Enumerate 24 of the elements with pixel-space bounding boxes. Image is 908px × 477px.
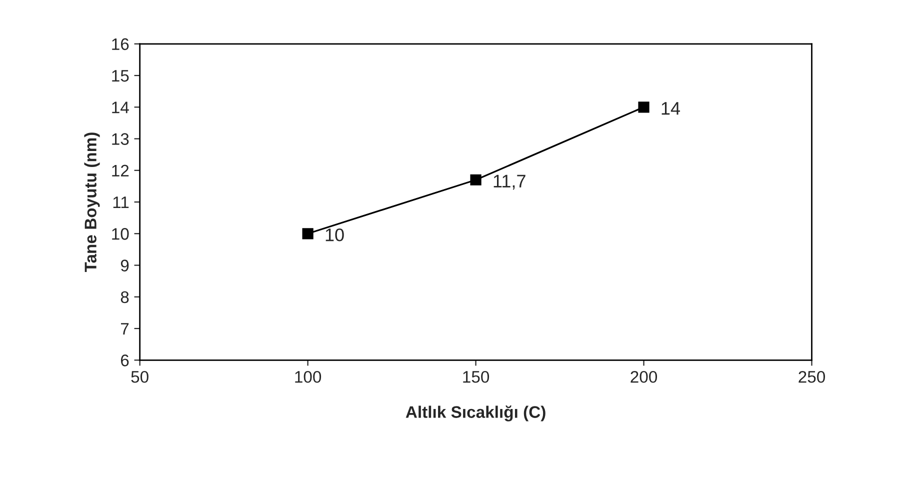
data-label: 11,7 — [494, 174, 526, 190]
point — [470, 174, 482, 186]
x-tick-label: 150 — [463, 370, 490, 383]
x-tick-label: 200 — [630, 370, 658, 383]
y-tick-label: 15 — [112, 70, 129, 82]
x-tick-label: 250 — [798, 370, 826, 383]
x-tick-label: 100 — [295, 370, 322, 383]
y-tick-label: 6 — [120, 354, 129, 366]
y-tick-label: 10 — [112, 228, 129, 240]
y-tick-label: 16 — [112, 38, 129, 50]
y-tick-label: 11 — [113, 196, 129, 208]
data-label: 10 — [326, 228, 344, 242]
y-tick-label: 7 — [121, 323, 129, 335]
x-axis-title: Altlık Sıcaklığı (C) — [406, 406, 546, 422]
point — [638, 102, 650, 113]
y-tick-label: 14 — [112, 102, 129, 114]
data-label: 14 — [662, 102, 680, 115]
y-tick-label: 8 — [120, 291, 129, 304]
y-tick-label: 12 — [112, 164, 129, 176]
x-tick-label: 50 — [131, 370, 148, 383]
point — [302, 228, 314, 240]
y-tick-label: 13 — [112, 133, 129, 145]
y-axis-title: Tane Boyutu (nm) — [84, 132, 100, 272]
y-tick-label: 9 — [120, 260, 129, 272]
